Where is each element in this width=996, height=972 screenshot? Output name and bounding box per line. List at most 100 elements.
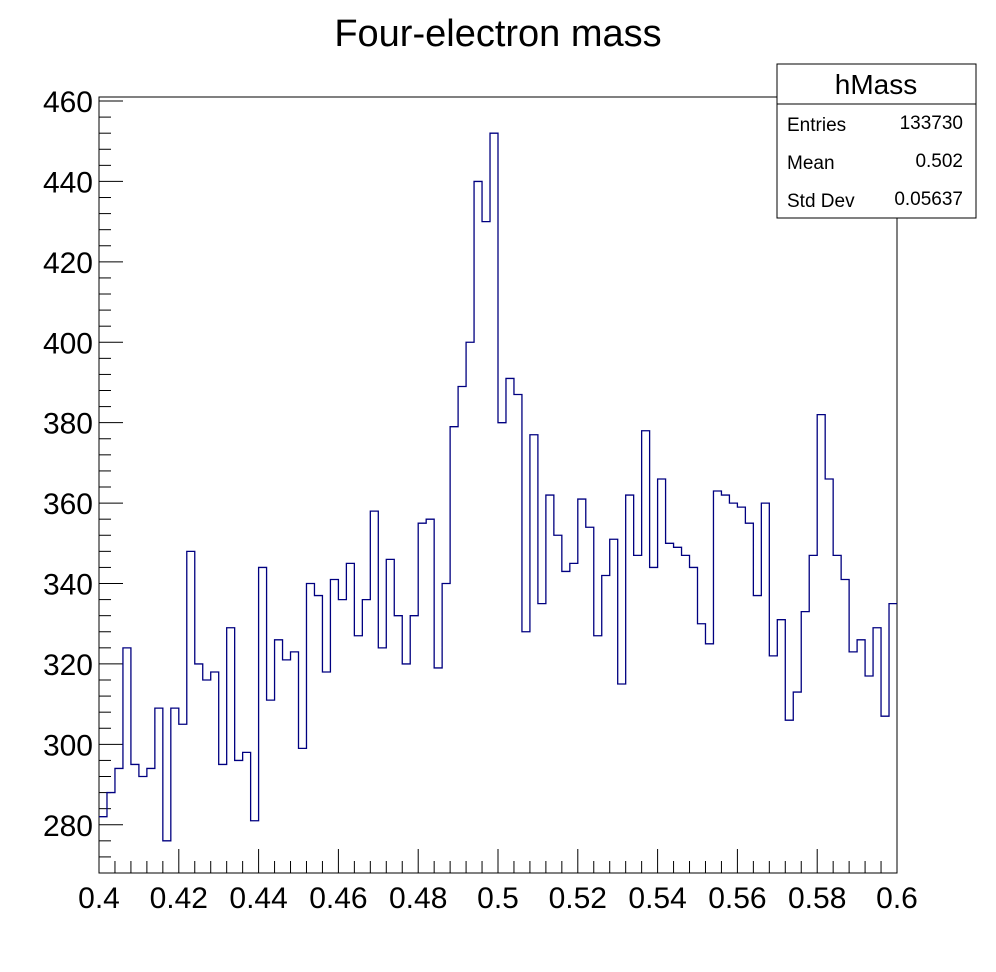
histogram-bin xyxy=(299,748,307,873)
histogram-bin xyxy=(235,760,243,873)
histogram-bin xyxy=(690,567,698,873)
histogram-bin xyxy=(330,579,338,873)
histogram-bin xyxy=(362,600,370,873)
x-axis: 0.4 0.42 0.44 0.46 0.48 0.5 0.52 0.54 0.56 0.58 0.… xyxy=(78,849,918,915)
chart-title: Four-electron mass xyxy=(334,13,661,55)
histogram-bin xyxy=(698,624,706,873)
histogram-bin xyxy=(785,720,793,873)
histogram-bin xyxy=(793,692,801,873)
y-tick-label: 280 xyxy=(43,810,93,843)
histogram-bin xyxy=(426,519,434,873)
x-tick-label: 0.6 xyxy=(876,882,918,915)
histogram-bin xyxy=(115,768,123,873)
x-tick-label: 0.44 xyxy=(229,882,287,915)
histogram-bin xyxy=(506,378,514,873)
stats-mean-value: 0.502 xyxy=(915,151,963,172)
histogram-bin xyxy=(466,342,474,873)
histogram-bin xyxy=(666,543,674,873)
y-tick-label: 380 xyxy=(43,408,93,441)
histogram-bin xyxy=(402,664,410,873)
histogram-bin xyxy=(251,821,259,873)
histogram-bin xyxy=(155,708,163,873)
histogram-bin xyxy=(889,604,897,873)
histogram-bin xyxy=(626,495,634,873)
histogram-bin xyxy=(386,559,394,873)
histogram-bin xyxy=(131,764,139,873)
histogram-bin xyxy=(530,435,538,873)
histogram-bin xyxy=(378,648,386,873)
x-tick-label: 0.42 xyxy=(150,882,208,915)
histogram-bin xyxy=(610,539,618,873)
x-tick-label: 0.4 xyxy=(78,882,120,915)
histogram-bin xyxy=(322,672,330,873)
histogram-bin xyxy=(650,567,658,873)
histogram-bin xyxy=(801,612,809,873)
y-tick-label: 440 xyxy=(43,166,93,199)
histogram-bin xyxy=(418,523,426,873)
histogram-bin xyxy=(450,427,458,873)
histogram-bin xyxy=(721,495,729,873)
histogram-bin xyxy=(586,527,594,873)
histogram-bin xyxy=(163,841,171,873)
histogram-bin xyxy=(482,222,490,873)
histogram-bin xyxy=(267,700,275,873)
histogram-bin xyxy=(642,431,650,873)
stats-box-frame xyxy=(776,63,977,219)
histogram-bin xyxy=(283,660,291,873)
y-tick-label: 400 xyxy=(43,327,93,360)
histogram-bin xyxy=(195,664,203,873)
histogram-bin xyxy=(745,523,753,873)
histogram-bin xyxy=(705,644,713,873)
x-tick-label: 0.58 xyxy=(788,882,846,915)
x-tick-label: 0.48 xyxy=(389,882,447,915)
histogram-bin xyxy=(474,181,482,873)
stats-box: hMass Entries 133730 Mean 0.502 Std Dev … xyxy=(776,63,977,219)
histogram-bin xyxy=(139,777,147,873)
histogram-bin xyxy=(849,652,857,873)
x-tick-label: 0.56 xyxy=(708,882,766,915)
stats-stddev-label: Std Dev xyxy=(787,191,855,212)
histogram-bin xyxy=(123,648,131,873)
histogram-bin xyxy=(570,563,578,873)
histogram-bin xyxy=(809,555,817,873)
histogram-bin xyxy=(179,724,187,873)
histogram-bin xyxy=(514,395,522,873)
histogram-bin xyxy=(737,507,745,873)
x-tick-label: 0.52 xyxy=(549,882,607,915)
histogram-bin xyxy=(873,628,881,873)
histogram-bin xyxy=(578,499,586,873)
stats-entries-label: Entries xyxy=(787,115,846,136)
stats-mean-label: Mean xyxy=(787,153,835,174)
histogram-bin xyxy=(753,596,761,873)
histogram-bin xyxy=(658,479,666,873)
histogram-bin xyxy=(682,555,690,873)
histogram-bin xyxy=(769,656,777,873)
stats-stddev-value: 0.05637 xyxy=(894,189,963,210)
histogram-bin xyxy=(458,386,466,873)
histogram-bin xyxy=(410,616,418,873)
histogram-bin xyxy=(865,676,873,873)
x-tick-label: 0.5 xyxy=(477,882,519,915)
y-axis: 280 300 320 340 360 380 400 420 440 460 xyxy=(43,86,123,874)
histogram-bin xyxy=(107,793,115,873)
histogram-bin xyxy=(203,680,211,873)
histogram-bin xyxy=(306,584,314,873)
y-tick-label: 320 xyxy=(43,649,93,682)
y-tick-label: 360 xyxy=(43,488,93,521)
histogram-bin xyxy=(442,584,450,873)
histogram-bin xyxy=(171,708,179,873)
histogram-bin xyxy=(498,423,506,873)
histogram-bin xyxy=(219,764,227,873)
x-tick-label: 0.46 xyxy=(309,882,367,915)
histogram-bin xyxy=(346,563,354,873)
histogram-bin xyxy=(881,716,889,873)
histogram-bin xyxy=(857,640,865,873)
histogram-bin xyxy=(394,616,402,873)
stats-entries-value: 133730 xyxy=(900,113,963,134)
histogram-bin xyxy=(211,672,219,873)
histogram-bin xyxy=(634,555,642,873)
histogram-bin xyxy=(833,555,841,873)
histogram-bin xyxy=(370,511,378,873)
histogram-outline xyxy=(99,132,897,842)
